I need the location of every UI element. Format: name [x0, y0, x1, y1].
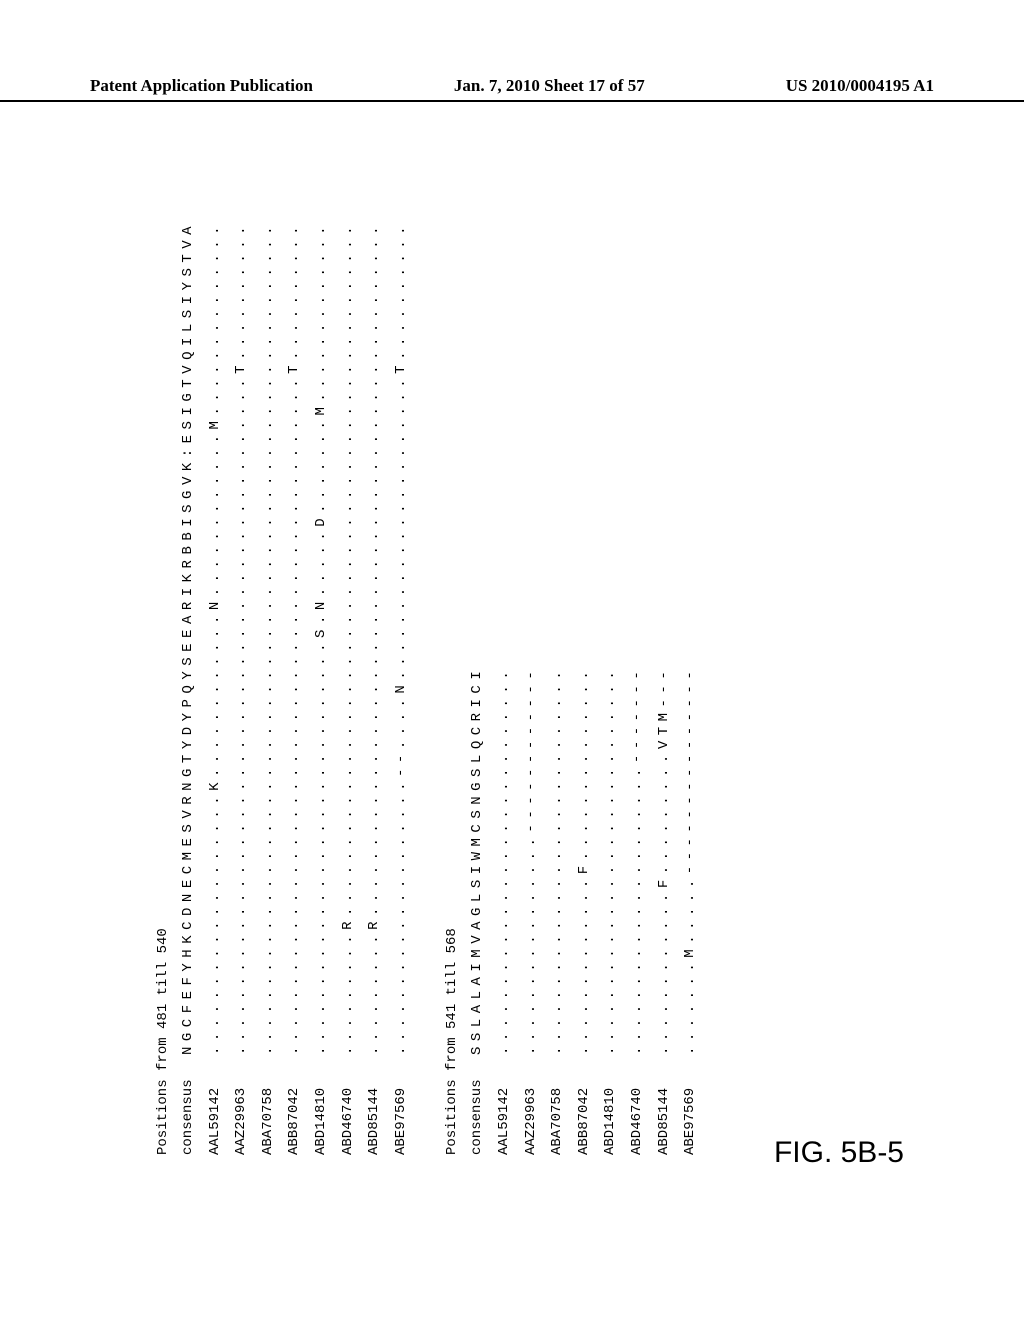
seq-row: AAL59142............................ — [491, 155, 518, 1155]
row-label: ABD85144 — [651, 1055, 678, 1155]
row-label: ABB87042 — [571, 1055, 598, 1155]
row-label: ABD14810 — [597, 1055, 624, 1155]
header-right: US 2010/0004195 A1 — [786, 76, 934, 96]
seq-row: ABD14810............................ — [597, 155, 624, 1155]
seq-row: ABD46740.....................------- — [624, 155, 651, 1155]
seq-row: ABD14810..............................S.… — [308, 155, 335, 1155]
seq-row: ABA70758............................ — [544, 155, 571, 1155]
row-seq: ........................................… — [233, 221, 249, 1055]
row-label: ABD14810 — [308, 1055, 335, 1155]
row-label: AAL59142 — [491, 1055, 518, 1155]
seq-row: AAL59142...................K............… — [202, 155, 229, 1155]
row-label: consensus — [175, 1055, 202, 1155]
row-label: ABD85144 — [361, 1055, 388, 1155]
row-seq: ............................ — [602, 666, 618, 1055]
row-label: AAZ29963 — [228, 1055, 255, 1155]
row-seq: ........................................… — [260, 221, 276, 1055]
consensus-row-1: consensusSSLALAIMVAGLSIWMCSNGSLQCRICI — [464, 155, 491, 1155]
alignment-figure: Positions from 481 till 540 consensusNGC… — [145, 155, 704, 1155]
header-mid: Jan. 7, 2010 Sheet 17 of 57 — [454, 76, 645, 96]
row-seq: .............F.............. — [576, 666, 592, 1055]
block-title-0: Positions from 481 till 540 — [155, 155, 171, 1155]
row-seq: .........R..............................… — [340, 221, 356, 1055]
block-title-1: Positions from 541 till 568 — [444, 155, 460, 1155]
row-label: ABD46740 — [624, 1055, 651, 1155]
row-seq: ...................K............N.......… — [207, 221, 223, 1055]
header-left: Patent Application Publication — [90, 76, 313, 96]
row-label: ABE97569 — [677, 1055, 704, 1155]
row-label: AAZ29963 — [518, 1055, 545, 1155]
row-label: AAL59142 — [202, 1055, 229, 1155]
row-seq: .........R..............................… — [366, 221, 382, 1055]
seq-row: ABD85144............F.........VTM--- — [651, 155, 678, 1155]
seq-row: ABA70758................................… — [255, 155, 282, 1155]
seq-row: ABD85144.........R......................… — [361, 155, 388, 1155]
row-seq: ............................ — [496, 666, 512, 1055]
row-label: ABE97569 — [388, 1055, 415, 1155]
row-label: ABA70758 — [544, 1055, 571, 1155]
row-seq: .......M.....--------------- — [682, 666, 698, 1055]
seq-row: ABE97569.......M.....--------------- — [677, 155, 704, 1155]
row-seq: SSLALAIMVAGLSIWMCSNGSLQCRICI — [469, 666, 485, 1055]
row-seq: ..............................S.N.....D.… — [313, 221, 329, 1055]
row-seq: .....................------- — [629, 666, 645, 1055]
seq-row: ABE97569....................--....N.....… — [388, 155, 415, 1155]
row-seq: ............F.........VTM--- — [656, 666, 672, 1055]
seq-row: ABB87042.............F.............. — [571, 155, 598, 1155]
seq-row: ABB87042................................… — [281, 155, 308, 1155]
row-label: ABD46740 — [335, 1055, 362, 1155]
row-label: ABB87042 — [281, 1055, 308, 1155]
row-seq: NGCFEFYHKCDNECMESVRNGTYDYPQYSEEARIKRBBIS… — [180, 221, 196, 1055]
seq-row: ABD46740.........R......................… — [335, 155, 362, 1155]
seq-row: AAZ29963................................… — [228, 155, 255, 1155]
seq-row: AAZ29963................------------ — [518, 155, 545, 1155]
row-seq: ................------------ — [523, 666, 539, 1055]
row-seq: ............................ — [549, 666, 565, 1055]
row-seq: ........................................… — [286, 221, 302, 1055]
page-header: Patent Application Publication Jan. 7, 2… — [0, 76, 1024, 102]
row-label: consensus — [464, 1055, 491, 1155]
row-label: ABA70758 — [255, 1055, 282, 1155]
consensus-row-0: consensusNGCFEFYHKCDNECMESVRNGTYDYPQYSEE… — [175, 155, 202, 1155]
figure-label: FIG. 5B-5 — [774, 1136, 904, 1170]
row-seq: ....................--....N.............… — [393, 221, 409, 1055]
